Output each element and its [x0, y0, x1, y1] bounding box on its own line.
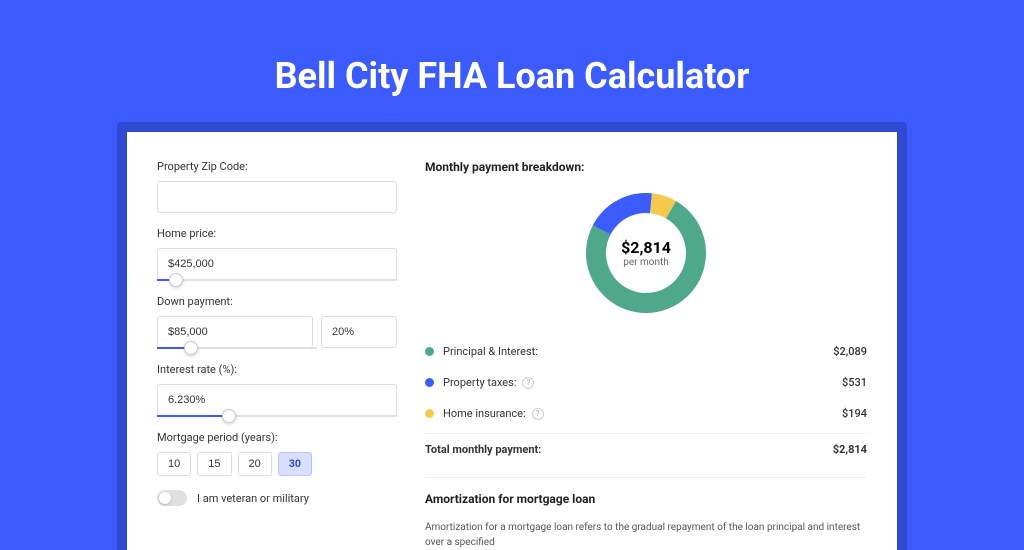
slider-thumb[interactable] [169, 273, 183, 287]
amortization-title: Amortization for mortgage loan [425, 492, 867, 506]
legend-row: Property taxes:?$531 [425, 367, 867, 398]
amortization-section: Amortization for mortgage loan Amortizat… [425, 477, 867, 550]
amortization-text: Amortization for a mortgage loan refers … [425, 520, 867, 550]
legend-row: Principal & Interest:$2,089 [425, 336, 867, 367]
page-title: Bell City FHA Loan Calculator [0, 55, 1024, 97]
calculator-panel: Property Zip Code: Home price: Down paym… [127, 132, 897, 550]
period-group: Mortgage period (years): 1015 2030 [157, 431, 397, 476]
home-price-slider[interactable] [157, 279, 397, 281]
interest-slider[interactable] [157, 415, 397, 417]
home-price-group: Home price: [157, 227, 397, 281]
donut-center: $2,814 per month [621, 238, 671, 268]
breakdown-column: Monthly payment breakdown: $2,814 per mo… [425, 160, 867, 550]
veteran-group: I am veteran or military [157, 490, 397, 506]
legend-dot [425, 378, 434, 387]
down-payment-slider[interactable] [157, 347, 317, 349]
legend-row: Home insurance:?$194 [425, 398, 867, 429]
period-button-10[interactable]: 10 [157, 452, 191, 476]
down-payment-group: Down payment: [157, 295, 397, 349]
legend-value: $531 [842, 376, 867, 389]
period-button-20[interactable]: 20 [238, 452, 272, 476]
home-price-label: Home price: [157, 227, 397, 240]
period-button-15[interactable]: 15 [197, 452, 231, 476]
zip-group: Property Zip Code: [157, 160, 397, 213]
donut-sub: per month [621, 257, 671, 268]
calculator-panel-frame: Property Zip Code: Home price: Down paym… [117, 122, 907, 550]
total-row: Total monthly payment: $2,814 [425, 433, 867, 465]
legend-label: Home insurance:? [443, 407, 842, 420]
donut-chart-wrap: $2,814 per month [425, 188, 867, 318]
legend-value: $2,089 [833, 345, 867, 358]
veteran-toggle[interactable] [157, 490, 187, 506]
donut-amount: $2,814 [621, 238, 671, 257]
period-button-30[interactable]: 30 [278, 452, 312, 476]
breakdown-title: Monthly payment breakdown: [425, 160, 867, 174]
legend-value: $194 [842, 407, 867, 420]
down-payment-label: Down payment: [157, 295, 397, 308]
legend-label: Principal & Interest: [443, 345, 833, 358]
form-column: Property Zip Code: Home price: Down paym… [157, 160, 397, 550]
interest-group: Interest rate (%): [157, 363, 397, 417]
slider-thumb[interactable] [222, 409, 236, 423]
home-price-input[interactable] [157, 248, 397, 280]
legend-dot [425, 347, 434, 356]
zip-input[interactable] [157, 181, 397, 213]
legend-dot [425, 409, 434, 418]
period-label: Mortgage period (years): [157, 431, 397, 444]
info-icon[interactable]: ? [532, 408, 544, 420]
info-icon[interactable]: ? [522, 377, 534, 389]
down-payment-pct-input[interactable] [321, 316, 397, 348]
legend-label: Property taxes:? [443, 376, 842, 389]
down-payment-input[interactable] [157, 316, 313, 348]
total-value: $2,814 [833, 443, 867, 456]
total-label: Total monthly payment: [425, 443, 833, 456]
interest-label: Interest rate (%): [157, 363, 397, 376]
zip-label: Property Zip Code: [157, 160, 397, 173]
donut-chart: $2,814 per month [581, 188, 711, 318]
veteran-label: I am veteran or military [197, 492, 309, 505]
interest-input[interactable] [157, 384, 397, 416]
slider-thumb[interactable] [184, 341, 198, 355]
